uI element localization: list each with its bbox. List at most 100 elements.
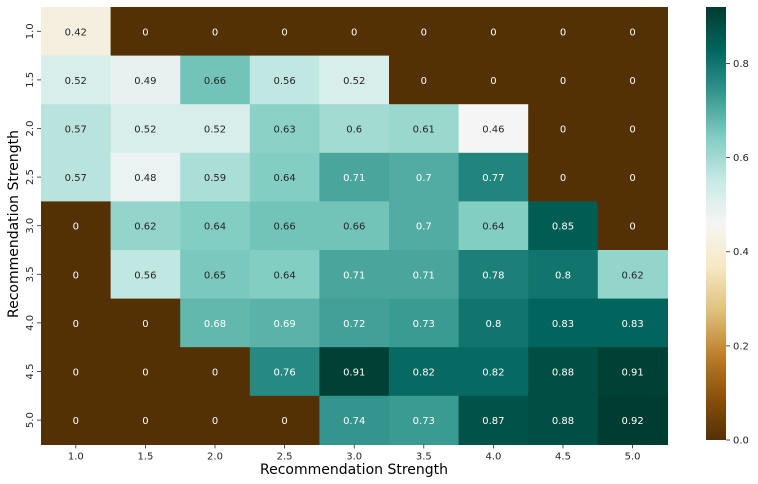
heatmap-cell-value: 0.77: [482, 173, 504, 184]
heatmap-cell: [597, 55, 668, 105]
heatmap-cell: [110, 347, 181, 397]
heatmap-cell-value: 0.7: [416, 173, 432, 184]
heatmap-cell-value: 0.66: [204, 76, 226, 87]
heatmap-cell-value: 0: [629, 27, 635, 38]
heatmap-cell-value: 0.69: [273, 319, 295, 330]
y-tick-label: 1.5: [25, 72, 36, 88]
x-tick-label: 4.5: [555, 451, 571, 462]
heatmap-cell-value: 0.83: [621, 319, 643, 330]
heatmap-cell-value: 0: [351, 27, 357, 38]
heatmap-cell-value: 0.62: [621, 270, 643, 281]
heatmap-cell: [41, 298, 112, 348]
heatmap-cell-value: 0: [142, 416, 148, 427]
heatmap-cell: [528, 201, 599, 251]
heatmap-cell-value: 0.68: [204, 319, 226, 330]
heatmap-cell: [41, 55, 112, 105]
heatmap-cell-value: 0: [281, 27, 287, 38]
heatmap-cell-value: 0: [421, 76, 427, 87]
colorbar-tick-label: 0.4: [733, 247, 749, 258]
heatmap-cell-value: 0: [73, 416, 79, 427]
colorbar-tick-label: 0.2: [733, 341, 749, 352]
heatmap-cell: [180, 395, 251, 445]
heatmap-cell-value: 0.46: [482, 125, 504, 136]
heatmap-cell: [458, 104, 529, 154]
heatmap-cell: [597, 250, 668, 300]
heatmap-cell-value: 0.56: [273, 76, 295, 87]
heatmap-cell-value: 0.66: [343, 222, 365, 233]
heatmap-cell: [41, 201, 112, 251]
heatmap-cell: [41, 152, 112, 202]
heatmap-cell: [597, 347, 668, 397]
colorbar-tick-label: 0.0: [733, 436, 749, 447]
heatmap-cell-value: 0.71: [343, 270, 365, 281]
heatmap-cell-value: 0: [73, 319, 79, 330]
heatmap-cell: [458, 201, 529, 251]
heatmap-cell: [389, 347, 460, 397]
heatmap-cell-value: 0.52: [204, 125, 226, 136]
heatmap-cell: [180, 250, 251, 300]
heatmap-cell: [41, 7, 112, 57]
heatmap-cell-value: 0: [629, 125, 635, 136]
x-tick-label: 2.5: [277, 451, 293, 462]
heatmap-cell: [249, 55, 320, 105]
heatmap-cell-value: 0: [212, 27, 218, 38]
heatmap-cell-value: 0.59: [204, 173, 226, 184]
heatmap-cell: [41, 395, 112, 445]
heatmap-cell: [110, 152, 181, 202]
heatmap-cell: [249, 395, 320, 445]
heatmap-cell: [180, 152, 251, 202]
heatmap-cell: [180, 104, 251, 154]
heatmap-cell: [110, 201, 181, 251]
heatmap-cell: [389, 201, 460, 251]
heatmap-cell-value: 0: [421, 27, 427, 38]
colorbar-tick-label: 0.8: [733, 59, 749, 70]
heatmap-cell: [458, 152, 529, 202]
heatmap-cell: [389, 395, 460, 445]
heatmap-cell: [458, 250, 529, 300]
heatmap-cell-value: 0.64: [273, 270, 295, 281]
heatmap-cell: [458, 395, 529, 445]
x-axis-ticks: 1.0 1.5 2.0 2.5 3.0 3.5 4.0 4.5 5.0: [68, 444, 641, 462]
heatmap-cell: [319, 104, 390, 154]
heatmap-cell-value: 0.42: [65, 27, 87, 38]
x-tick-label: 5.0: [625, 451, 641, 462]
heatmap-cell-value: 0.74: [343, 416, 365, 427]
heatmap-cell-value: 0: [560, 76, 566, 87]
heatmap-cell: [249, 201, 320, 251]
heatmap-cell: [41, 104, 112, 154]
heatmap-cell: [389, 104, 460, 154]
heatmap-cell-labels: 0.42 0 0 0 0 0 0 0 0 0.52 0.49 0.66 0.56 0.52 0 0 0 0 0.57…: [65, 27, 644, 427]
heatmap-cell: [41, 347, 112, 397]
y-tick-label: 2.5: [25, 169, 36, 185]
heatmap-cell-value: 0.62: [134, 222, 156, 233]
heatmap-cell-value: 0: [629, 222, 635, 233]
heatmap-cell-value: 0.65: [204, 270, 226, 281]
heatmap-cell-value: 0.82: [482, 368, 504, 379]
heatmap-cell-value: 0.61: [413, 125, 435, 136]
heatmap-cell: [110, 104, 181, 154]
heatmap-cell: [319, 395, 390, 445]
heatmap-cell-value: 0.57: [65, 125, 87, 136]
heatmap-cell-value: 0.64: [273, 173, 295, 184]
heatmap-cell-value: 0: [490, 27, 496, 38]
heatmap-cell: [528, 250, 599, 300]
heatmap-cell-value: 0.6: [346, 125, 362, 136]
heatmap-cell-value: 0: [142, 319, 148, 330]
heatmap-cell-value: 0.49: [134, 76, 156, 87]
heatmap-cell-value: 0.88: [552, 416, 574, 427]
heatmap-cell-value: 0.87: [482, 416, 504, 427]
heatmap-cells: [41, 7, 668, 445]
heatmap-cell: [458, 55, 529, 105]
heatmap-cell: [389, 250, 460, 300]
heatmap-cell: [458, 7, 529, 57]
y-tick-label: 1.0: [25, 23, 36, 39]
heatmap-cell-value: 0.64: [204, 222, 226, 233]
heatmap-cell-value: 0.71: [413, 270, 435, 281]
heatmap-cell: [249, 298, 320, 348]
heatmap-cell: [110, 395, 181, 445]
heatmap-cell: [597, 152, 668, 202]
heatmap-cell: [389, 298, 460, 348]
heatmap-cell-value: 0.73: [413, 319, 435, 330]
heatmap-cell: [319, 250, 390, 300]
x-tick-label: 2.0: [207, 451, 223, 462]
